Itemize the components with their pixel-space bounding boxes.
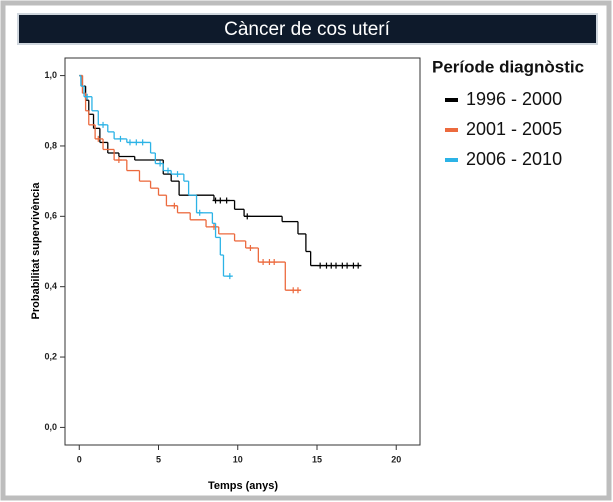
censor-mark [139,139,146,146]
censor-mark [260,259,267,266]
y-tick-label: 1,0 [44,70,57,80]
censor-mark [294,287,301,294]
censor-mark [117,135,124,142]
censor-mark [171,202,178,209]
legend-title: Període diagnòstic [432,57,584,76]
censor-mark [271,259,278,266]
chart-title: Càncer de cos uterí [224,19,391,40]
y-tick-label: 0,2 [44,351,57,361]
censor-mark [244,213,251,220]
censor-mark [165,167,172,174]
censor-mark [115,157,122,164]
censor-mark [174,171,181,178]
censor-mark [247,244,254,251]
censor-mark [157,160,164,167]
x-tick-label: 15 [312,454,322,464]
censor-mark [133,139,140,146]
censor-mark [217,197,224,204]
censor-mark [223,197,230,204]
censor-mark [226,273,233,280]
x-axis-label: Temps (anys) [208,480,278,492]
y-tick-label: 0,6 [44,211,57,221]
censor-mark [355,262,362,269]
x-tick-label: 5 [156,454,161,464]
legend-label: 1996 - 2000 [466,89,562,109]
y-tick-label: 0,8 [44,140,57,150]
y-tick-label: 0,0 [44,422,57,432]
censor-mark [344,262,351,269]
x-tick-label: 0 [77,454,82,464]
legend-label: 2001 - 2005 [466,119,562,139]
legend-label: 2006 - 2010 [466,149,562,169]
title-bar [17,13,598,45]
censor-mark [126,139,133,146]
censor-mark [333,262,340,269]
censor-mark [84,93,91,100]
censor-mark [95,135,102,142]
censor-mark [317,262,324,269]
y-tick-label: 0,4 [44,281,57,291]
x-tick-label: 10 [233,454,243,464]
plot-area [64,57,421,446]
censor-mark [100,121,107,128]
x-tick-label: 20 [391,454,401,464]
censor-mark [196,209,203,216]
y-axis-label: Probabilitat supervivència [30,182,42,320]
